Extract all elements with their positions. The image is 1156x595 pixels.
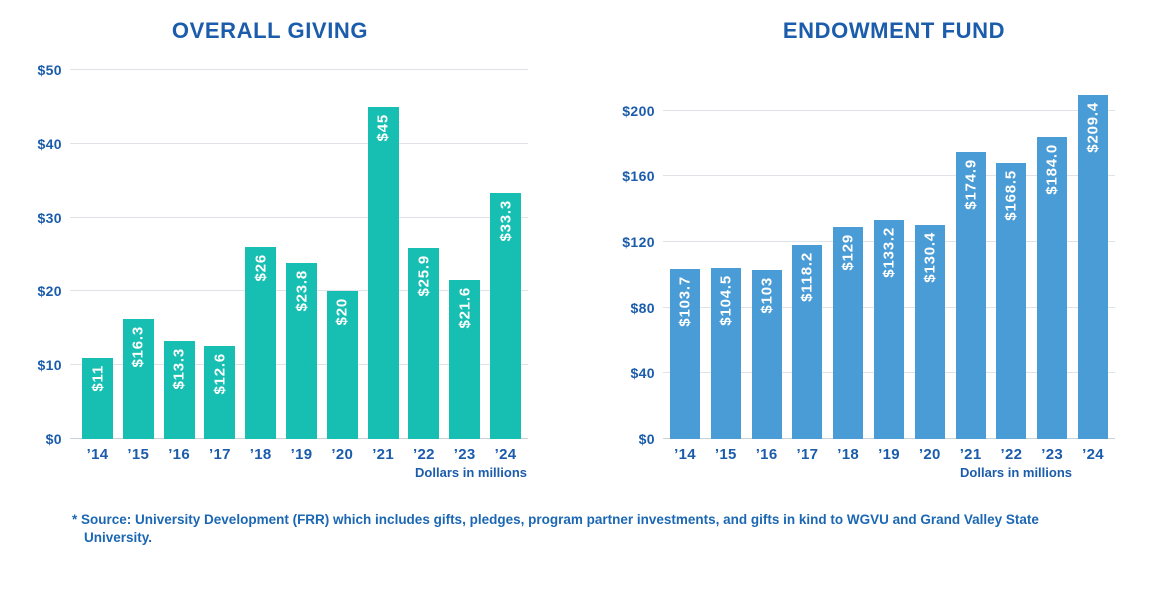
x-tick-label: ’18 [837, 446, 860, 463]
gridline [663, 175, 1115, 177]
bar-value-label: $130.4 [921, 232, 939, 283]
bar-19: $133.2 [874, 220, 904, 439]
x-tick-label: ’18 [249, 446, 272, 463]
endowment-fund-plot-area: $103.7 $104.5 $103 $118.2 $129 $133.2 $130.4 $1… [663, 95, 1115, 439]
y-tick-label: $0 [45, 431, 62, 447]
x-tick-label: ’17 [209, 446, 231, 463]
x-tick-label: ’21 [372, 446, 394, 463]
bar-value-label: $174.9 [962, 159, 980, 210]
y-tick-label: $160 [622, 168, 655, 185]
bar-22: $168.5 [996, 162, 1027, 439]
bar-value-label: $184.0 [1043, 144, 1061, 195]
bar-15: $104.5 [710, 267, 741, 439]
bar-value-label: $118.2 [798, 252, 816, 302]
x-tick-label: ’14 [86, 446, 109, 463]
bar-value-label: $12.6 [211, 353, 229, 395]
x-tick-label: ’23 [1041, 446, 1064, 463]
bar-16: $103 [751, 270, 782, 439]
bar-value-label: $26 [252, 254, 270, 282]
bar-20: $130.4 [914, 225, 945, 439]
bar-23: $184.0 [1037, 137, 1068, 439]
bar-19: $23.8 [286, 263, 317, 439]
x-tick-label: ’19 [290, 446, 313, 463]
y-tick-label: $10 [37, 357, 62, 374]
bar-value-label: $129 [839, 234, 857, 271]
y-tick-label: $30 [37, 209, 62, 226]
bar-18: $129 [833, 227, 864, 439]
bar-21: $45 [367, 106, 399, 439]
bar-24: $209.4 [1078, 95, 1108, 439]
x-tick-label: ’21 [959, 446, 982, 463]
overall-giving-chart: OVERALL GIVING $11 $16.3 $13.3 $12.6 $26 $23.… [0, 0, 578, 500]
y-tick-label: $40 [630, 365, 655, 382]
x-tick-label: ’16 [168, 446, 190, 463]
x-tick-label: ’24 [1082, 446, 1104, 463]
bar-18: $26 [245, 247, 277, 439]
bar-23: $21.6 [449, 279, 481, 439]
bar-value-label: $103 [758, 277, 776, 314]
y-tick-label: $40 [37, 135, 62, 152]
bar-15: $16.3 [122, 318, 154, 439]
y-tick-label: $50 [37, 62, 62, 78]
bar-14: $103.7 [670, 268, 700, 439]
bar-value-label: $133.2 [880, 227, 898, 279]
gridline [70, 69, 528, 70]
bar-value-label: $168.5 [1002, 169, 1020, 221]
bar-value-label: $20 [333, 298, 351, 326]
bar-21: $174.9 [955, 152, 986, 439]
bar-17: $12.6 [204, 346, 236, 439]
bar-17: $118.2 [792, 245, 823, 439]
bar-20: $20 [326, 291, 358, 439]
bar-value-label: $11 [89, 364, 106, 392]
x-tick-label: ’22 [413, 446, 435, 463]
x-tick-label: ’17 [796, 446, 819, 463]
x-tick-label: ’23 [453, 446, 476, 463]
bar-value-label: $23.8 [293, 270, 310, 312]
x-tick-label: ’20 [918, 446, 941, 463]
source-footnote: * Source: University Development (FRR) w… [72, 512, 1039, 545]
bar-14: $11 [82, 357, 113, 439]
x-tick-label: ’19 [878, 446, 900, 463]
x-tick-label: ’16 [755, 446, 778, 463]
endowment-fund-units-note: Dollars in millions [960, 465, 1072, 480]
bar-value-label: $16.3 [129, 325, 147, 368]
endowment-fund-title: ENDOWMENT FUND [782, 18, 1006, 43]
y-tick-label: $200 [622, 102, 655, 119]
bar-24: $33.3 [490, 193, 521, 439]
bar-value-label: $21.6 [456, 286, 474, 329]
overall-giving-title: OVERALL GIVING [171, 18, 369, 43]
endowment-fund-chart: ENDOWMENT FUND $103.7 $104.5 $103 $118.2 $12… [578, 0, 1156, 500]
gridline [663, 109, 1115, 111]
x-tick-label: ’14 [674, 446, 696, 463]
bar-value-label: $45 [374, 113, 392, 142]
x-tick-label: ’15 [127, 446, 150, 463]
y-tick-label: $80 [630, 299, 655, 316]
gridline [70, 216, 528, 218]
x-tick-label: ’20 [331, 446, 354, 463]
bar-value-label: $104.5 [717, 274, 735, 326]
bar-16: $13.3 [163, 340, 195, 439]
x-tick-label: ’24 [494, 446, 517, 463]
bar-value-label: $33.3 [497, 200, 514, 242]
y-tick-label: $120 [622, 234, 655, 251]
y-tick-label: $0 [638, 431, 655, 447]
bar-value-label: $103.7 [676, 275, 694, 327]
y-tick-label: $20 [37, 283, 62, 300]
overall-giving-units-note: Dollars in millions [415, 465, 527, 480]
gridline [70, 142, 528, 144]
overall-giving-plot-area: $11 $16.3 $13.3 $12.6 $26 $23.8 $20 $45 $25.9 $21… [70, 69, 528, 439]
bar-value-label: $209.4 [1084, 102, 1102, 154]
bar-value-label: $13.3 [170, 347, 188, 390]
x-tick-label: ’22 [1000, 446, 1023, 463]
bar-value-label: $25.9 [415, 254, 433, 297]
bar-22: $25.9 [408, 247, 440, 439]
x-tick-label: ’15 [714, 446, 737, 463]
